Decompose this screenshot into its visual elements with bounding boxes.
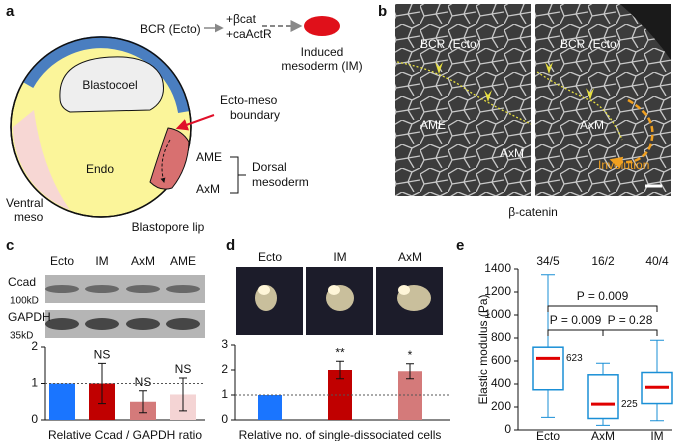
x-axis-label: Relative Ccad / GAPDH ratio — [48, 428, 202, 441]
bar — [258, 395, 282, 420]
whisker — [541, 274, 555, 418]
label: BCR (Ecto) — [140, 22, 201, 36]
y-tick-label: 200 — [491, 399, 511, 413]
label: Blastocoel — [82, 78, 137, 92]
label: mesoderm — [252, 175, 309, 189]
y-tick-label: 1000 — [484, 307, 511, 321]
label: AxM — [196, 182, 220, 196]
blot-band — [166, 285, 200, 293]
p-value: P = 0.009 — [550, 313, 602, 327]
sample-count: 34/5 — [536, 254, 560, 268]
y-tick-label: 0 — [31, 412, 38, 426]
y-tick-label: 1400 — [484, 261, 511, 275]
x-tick-label: AME — [170, 254, 196, 268]
label: Endo — [86, 162, 114, 176]
panel-label: e — [456, 237, 464, 254]
label: Induced — [301, 45, 344, 59]
x-tick-label: Ecto — [536, 429, 560, 441]
x-tick-label: AxM — [591, 429, 615, 441]
p-value: P = 0.28 — [608, 313, 653, 327]
panel-label: b — [378, 3, 387, 20]
y-tick-label: 400 — [491, 376, 511, 390]
blot-name: GAPDH — [8, 310, 51, 324]
label: AxM — [580, 118, 604, 132]
panel-label: a — [6, 3, 15, 20]
comparison-bracket — [602, 329, 658, 336]
blot-size: 35kD — [10, 331, 33, 342]
blot-size: 100kD — [10, 296, 39, 307]
blot-band — [45, 318, 79, 330]
error-bar — [406, 363, 414, 380]
label: meso — [14, 210, 44, 224]
label: AxM — [500, 146, 524, 160]
label: Dorsal — [252, 160, 287, 174]
significance: * — [408, 348, 413, 362]
x-tick-label: Ecto — [258, 250, 282, 264]
cell-cluster — [258, 285, 270, 295]
x-tick-label: AxM — [131, 254, 155, 268]
blot-band — [45, 285, 79, 293]
blot-band — [166, 318, 200, 330]
label: +caActR — [226, 27, 272, 41]
comparison-bracket — [547, 329, 604, 336]
y-axis-label: Elastic modulus (Pa) — [476, 294, 490, 404]
label: Ventral — [6, 196, 43, 210]
x-tick-label: AxM — [398, 250, 422, 264]
blot-name: Ccad — [8, 275, 36, 289]
cell-cluster — [398, 285, 410, 295]
p-value: P = 0.009 — [577, 289, 629, 303]
y-tick-label: 2 — [31, 339, 38, 353]
micrograph — [395, 4, 671, 196]
label: AME — [196, 150, 222, 164]
label: Ecto-meso — [220, 93, 278, 107]
label: BCR (Ecto) — [560, 37, 621, 51]
x-tick-label: IM — [650, 429, 663, 441]
y-tick-label: 1200 — [484, 284, 511, 298]
x-tick-label: Ecto — [50, 254, 74, 268]
y-tick-label: 1 — [221, 387, 228, 401]
blot-band — [85, 318, 119, 330]
x-tick-label: IM — [95, 254, 108, 268]
significance: ** — [335, 345, 345, 359]
sample-count: 16/2 — [591, 254, 615, 268]
y-tick-label: 600 — [491, 353, 511, 367]
y-tick-label: 3 — [221, 337, 228, 351]
bar — [49, 383, 75, 420]
blot-band — [126, 285, 160, 293]
significance: NS — [135, 375, 152, 389]
box — [587, 374, 619, 420]
label: boundary — [230, 108, 280, 122]
panel-label: d — [226, 237, 235, 254]
median-label: 623 — [566, 353, 583, 364]
x-axis-label: Relative no. of single-dissociated cells — [239, 428, 442, 441]
error-bar — [336, 360, 344, 380]
comparison-bracket — [547, 305, 658, 312]
median-label: 225 — [621, 399, 638, 410]
sample-count: 40/4 — [645, 254, 669, 268]
label: AME — [420, 118, 446, 132]
error-bar — [139, 390, 147, 414]
y-tick-label: 800 — [491, 330, 511, 344]
label: Involution — [598, 158, 649, 172]
label: +βcat — [226, 12, 257, 26]
label: Blastopore lip — [132, 220, 205, 234]
y-tick-label: 0 — [221, 412, 228, 426]
y-tick-label: 2 — [221, 362, 228, 376]
blot-band — [85, 285, 119, 293]
bar — [398, 371, 422, 420]
label: BCR (Ecto) — [420, 37, 481, 51]
y-tick-label: 1 — [31, 376, 38, 390]
significance: NS — [94, 348, 111, 362]
embryo-schematic — [10, 16, 340, 218]
label: β-catenin — [508, 205, 558, 219]
significance: NS — [175, 362, 192, 376]
cell-cluster — [328, 285, 340, 295]
x-tick-label: IM — [333, 250, 346, 264]
label: mesoderm (IM) — [281, 59, 362, 73]
y-tick-label: 0 — [504, 422, 511, 436]
panel-label: c — [6, 237, 14, 254]
blot-band — [126, 318, 160, 330]
box — [532, 346, 564, 391]
